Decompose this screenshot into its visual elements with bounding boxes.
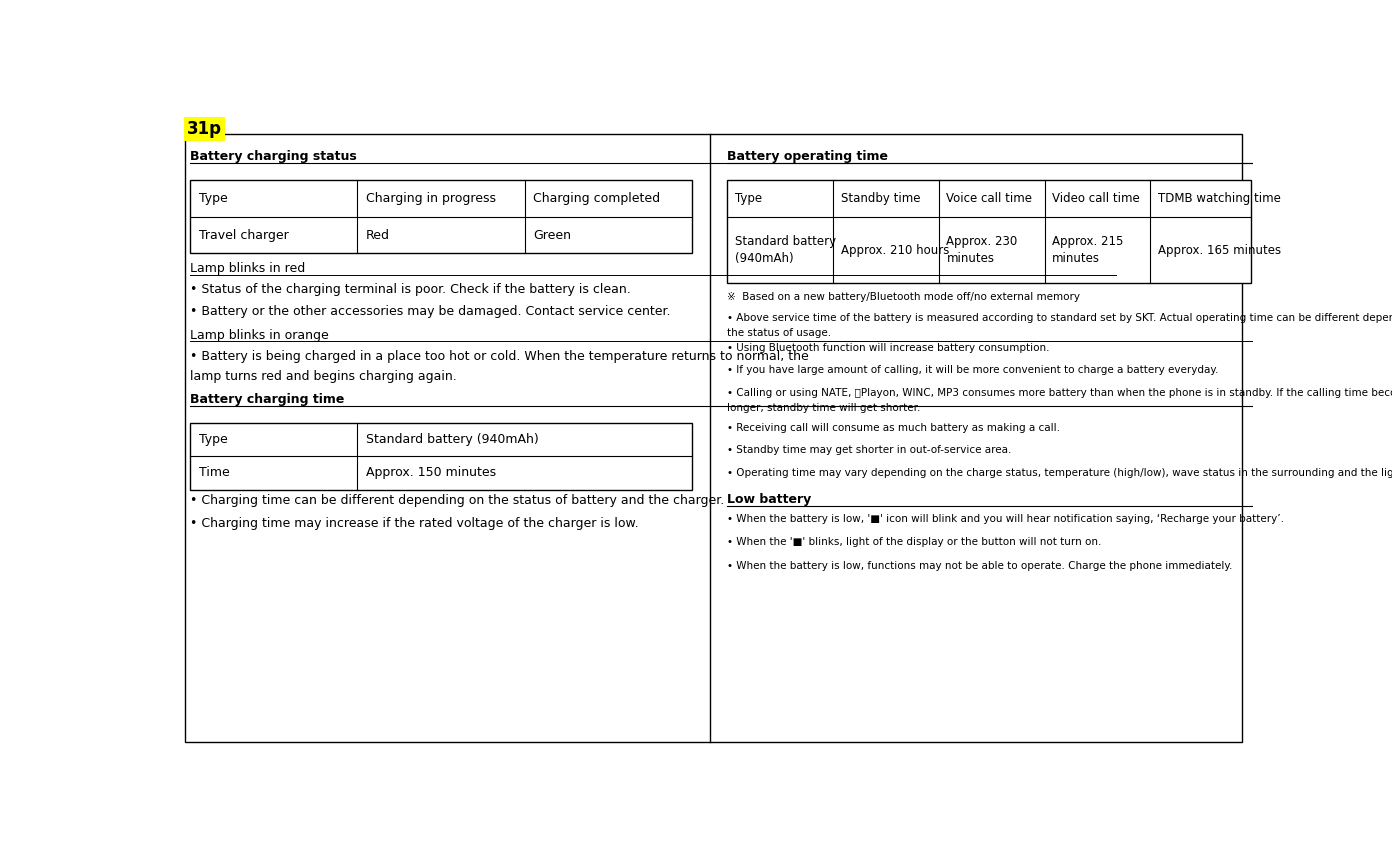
Text: Battery charging time: Battery charging time (191, 393, 345, 406)
Text: Low battery: Low battery (728, 492, 812, 505)
Text: Standard battery
(940mAh): Standard battery (940mAh) (735, 235, 837, 265)
Text: Red: Red (366, 229, 390, 242)
Text: Type: Type (199, 433, 227, 446)
Text: Approx. 150 minutes: Approx. 150 minutes (366, 467, 496, 480)
Text: Battery operating time: Battery operating time (728, 150, 888, 163)
Text: • Battery or the other accessories may be damaged. Contact service center.: • Battery or the other accessories may b… (191, 305, 671, 318)
Bar (191, 423, 692, 490)
Bar (728, 181, 1250, 283)
Bar (191, 181, 692, 253)
Text: the status of usage.: the status of usage. (728, 327, 831, 338)
Text: Type: Type (735, 192, 761, 205)
Text: ※  Based on a new battery/Bluetooth mode off/no external memory: ※ Based on a new battery/Bluetooth mode … (728, 292, 1080, 302)
Text: • Calling or using NATE, ⓂPlayon, WINC, MP3 consumes more battery than when the : • Calling or using NATE, ⓂPlayon, WINC, … (728, 389, 1392, 398)
Text: • When the battery is low, functions may not be able to operate. Charge the phon: • When the battery is low, functions may… (728, 561, 1233, 571)
Text: • Above service time of the battery is measured according to standard set by SKT: • Above service time of the battery is m… (728, 314, 1392, 323)
Text: Time: Time (199, 467, 230, 480)
Text: Charging completed: Charging completed (533, 192, 660, 205)
Text: • Charging time can be different depending on the status of battery and the char: • Charging time can be different dependi… (191, 494, 724, 507)
Text: Travel charger: Travel charger (199, 229, 288, 242)
Text: Charging in progress: Charging in progress (366, 192, 496, 205)
Text: • When the '■' blinks, light of the display or the button will not turn on.: • When the '■' blinks, light of the disp… (728, 537, 1102, 548)
Text: Battery charging status: Battery charging status (191, 150, 356, 163)
Text: lamp turns red and begins charging again.: lamp turns red and begins charging again… (191, 370, 457, 383)
Text: • Standby time may get shorter in out-of-service area.: • Standby time may get shorter in out-of… (728, 445, 1012, 455)
Text: • Receiving call will consume as much battery as making a call.: • Receiving call will consume as much ba… (728, 423, 1061, 433)
Text: • Battery is being charged in a place too hot or cold. When the temperature retu: • Battery is being charged in a place to… (191, 350, 809, 363)
Text: • If you have large amount of calling, it will be more convenient to charge a ba: • If you have large amount of calling, i… (728, 365, 1219, 375)
Text: Voice call time: Voice call time (947, 192, 1033, 205)
Text: Approx. 215
minutes: Approx. 215 minutes (1052, 235, 1123, 265)
Text: • Status of the charging terminal is poor. Check if the battery is clean.: • Status of the charging terminal is poo… (191, 283, 631, 296)
Text: Approx. 210 hours: Approx. 210 hours (841, 244, 949, 257)
Text: Green: Green (533, 229, 571, 242)
Text: Lamp blinks in orange: Lamp blinks in orange (191, 328, 329, 341)
Text: Lamp blinks in red: Lamp blinks in red (191, 262, 305, 275)
Text: Standby time: Standby time (841, 192, 920, 205)
Text: 31p: 31p (187, 120, 221, 138)
Text: Approx. 165 minutes: Approx. 165 minutes (1158, 244, 1281, 257)
Text: longer, standby time will get shorter.: longer, standby time will get shorter. (728, 403, 920, 413)
Text: Type: Type (199, 192, 227, 205)
Text: TDMB watching time: TDMB watching time (1158, 192, 1281, 205)
Text: • Charging time may increase if the rated voltage of the charger is low.: • Charging time may increase if the rate… (191, 517, 639, 530)
Text: Video call time: Video call time (1052, 192, 1140, 205)
Text: Approx. 230
minutes: Approx. 230 minutes (947, 235, 1018, 265)
Text: • Using Bluetooth function will increase battery consumption.: • Using Bluetooth function will increase… (728, 343, 1050, 353)
Text: • Operating time may vary depending on the charge status, temperature (high/low): • Operating time may vary depending on t… (728, 467, 1392, 478)
Text: • When the battery is low, '■' icon will blink and you will hear notification sa: • When the battery is low, '■' icon will… (728, 514, 1285, 524)
Text: Standard battery (940mAh): Standard battery (940mAh) (366, 433, 539, 446)
